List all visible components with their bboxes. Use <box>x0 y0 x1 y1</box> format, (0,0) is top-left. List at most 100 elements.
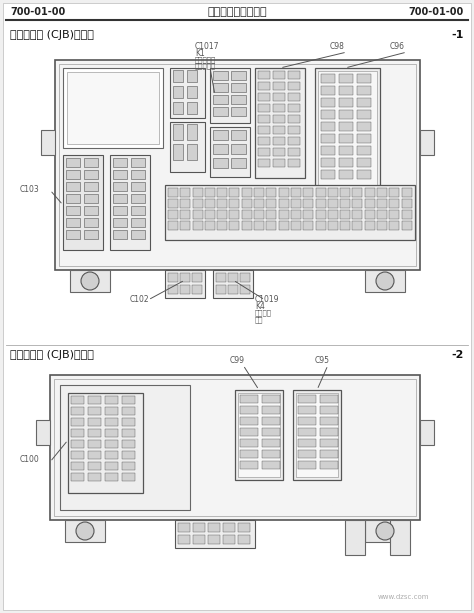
Bar <box>296 393 338 477</box>
Bar <box>266 221 276 230</box>
Text: C99: C99 <box>230 356 245 365</box>
Bar <box>288 82 300 90</box>
Bar <box>316 199 326 208</box>
Bar <box>258 93 270 101</box>
Bar <box>131 206 145 215</box>
Bar <box>339 98 353 107</box>
Bar <box>105 440 118 448</box>
Bar <box>353 210 363 219</box>
Bar <box>41 130 55 155</box>
Bar <box>266 210 276 219</box>
Bar <box>231 107 246 116</box>
Bar <box>71 473 84 481</box>
Bar <box>71 462 84 470</box>
Bar <box>321 122 335 131</box>
Bar <box>390 188 400 197</box>
Bar <box>298 395 316 403</box>
Bar <box>340 221 350 230</box>
Bar <box>377 188 387 197</box>
Bar <box>71 429 84 437</box>
Bar <box>298 439 316 447</box>
Bar <box>187 102 197 114</box>
Bar <box>321 98 335 107</box>
Bar <box>357 170 371 179</box>
Bar <box>88 429 101 437</box>
Bar <box>339 74 353 83</box>
Bar <box>357 74 371 83</box>
Bar <box>84 182 98 191</box>
Bar <box>273 115 285 123</box>
Bar <box>88 451 101 459</box>
Bar <box>320 450 338 458</box>
Bar <box>168 273 178 282</box>
Bar <box>180 285 190 294</box>
Bar <box>105 462 118 470</box>
Bar <box>291 188 301 197</box>
Bar <box>273 126 285 134</box>
Bar <box>401 199 412 208</box>
Bar <box>122 407 135 415</box>
Text: C100: C100 <box>20 455 40 464</box>
Bar <box>240 450 258 458</box>
Bar <box>165 270 205 298</box>
Bar <box>273 71 285 79</box>
Text: www.dzsc.com: www.dzsc.com <box>378 594 429 600</box>
Bar <box>213 158 228 168</box>
Bar <box>231 158 246 168</box>
Bar <box>321 158 335 167</box>
Bar <box>131 170 145 179</box>
Bar <box>88 396 101 404</box>
Bar <box>320 406 338 414</box>
Text: 除雾继电器: 除雾继电器 <box>195 62 216 69</box>
Bar <box>254 188 264 197</box>
Bar <box>66 218 80 227</box>
Bar <box>288 159 300 167</box>
Bar <box>84 170 98 179</box>
Bar <box>390 520 410 555</box>
Bar <box>273 93 285 101</box>
Bar <box>240 439 258 447</box>
Bar <box>66 194 80 203</box>
Bar <box>217 221 227 230</box>
Bar <box>192 285 202 294</box>
Bar <box>70 270 110 292</box>
Bar <box>180 273 190 282</box>
Bar <box>365 188 375 197</box>
Bar <box>266 188 276 197</box>
Bar <box>298 450 316 458</box>
Bar <box>122 396 135 404</box>
Text: C1017: C1017 <box>195 42 219 51</box>
Bar <box>279 221 289 230</box>
Bar <box>84 158 98 167</box>
Bar <box>266 199 276 208</box>
Bar <box>279 188 289 197</box>
Bar <box>339 122 353 131</box>
Text: C96: C96 <box>390 42 405 51</box>
Text: C102: C102 <box>130 295 150 304</box>
Bar <box>298 461 316 469</box>
Bar <box>339 158 353 167</box>
Text: 燃油泵继: 燃油泵继 <box>255 309 272 316</box>
Bar <box>401 221 412 230</box>
Bar <box>377 199 387 208</box>
Text: 电器: 电器 <box>255 316 264 322</box>
Text: 700-01-00: 700-01-00 <box>10 7 65 17</box>
Bar <box>228 273 238 282</box>
Bar <box>213 144 228 154</box>
Bar <box>339 170 353 179</box>
Bar <box>420 130 434 155</box>
Bar <box>291 199 301 208</box>
Bar <box>208 523 220 532</box>
Bar <box>113 206 127 215</box>
Bar <box>229 210 239 219</box>
Bar <box>170 122 205 172</box>
Bar <box>178 523 190 532</box>
Bar <box>262 406 280 414</box>
Text: C103: C103 <box>20 185 40 194</box>
Bar <box>291 221 301 230</box>
Bar <box>328 188 338 197</box>
Bar <box>377 221 387 230</box>
Bar <box>122 473 135 481</box>
Bar <box>213 95 228 104</box>
Bar <box>291 210 301 219</box>
